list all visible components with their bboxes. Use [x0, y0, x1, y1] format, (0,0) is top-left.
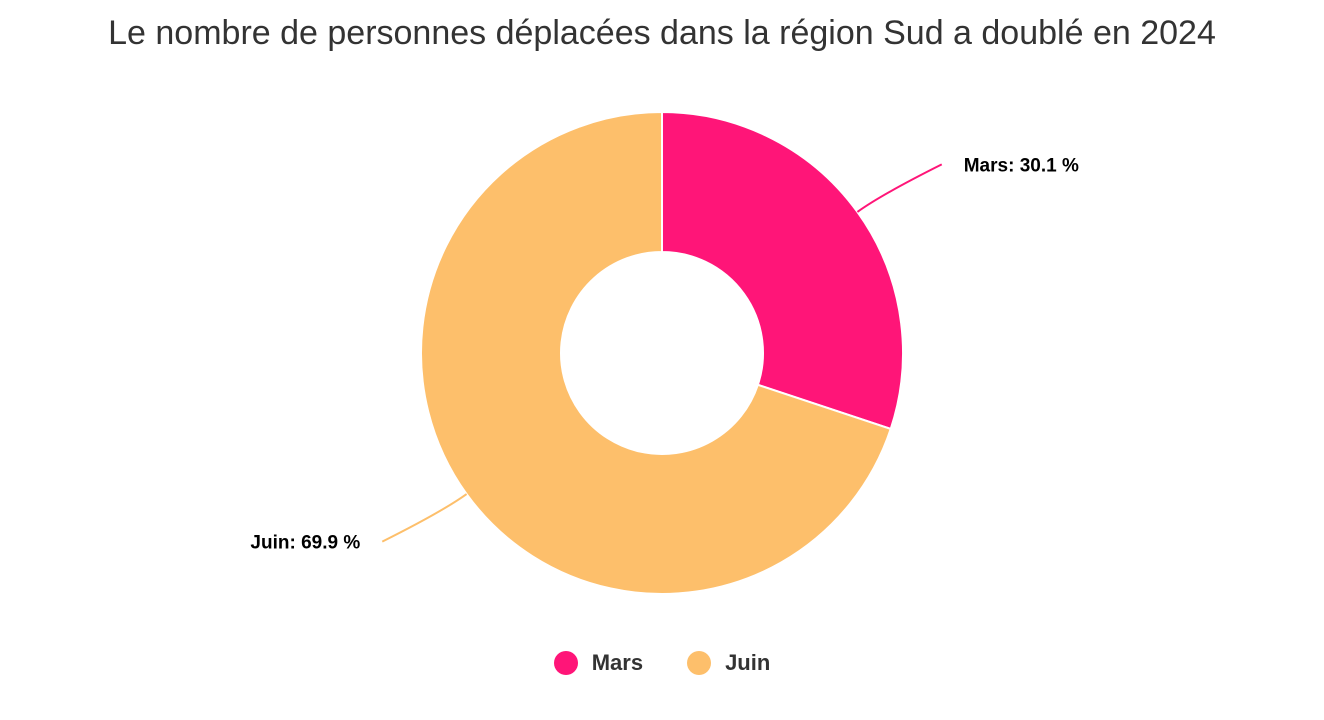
leader-line-juin — [381, 493, 468, 543]
slice-juin[interactable] — [420, 110, 892, 595]
legend-swatch-mars — [553, 651, 578, 675]
data-label-juin: Juin: 69.9 % — [250, 533, 360, 554]
slices-layer — [420, 110, 904, 595]
legend-label-mars: Mars — [591, 650, 644, 675]
slice-mars[interactable] — [661, 110, 904, 431]
legend-item-mars[interactable]: Mars — [553, 650, 644, 676]
legend-item-juin[interactable]: Juin — [687, 650, 770, 676]
leader-lines — [381, 163, 943, 543]
legend-swatch-juin — [687, 651, 712, 675]
leader-line-mars — [856, 163, 943, 213]
chart-title: Le nombre de personnes déplacées dans la… — [108, 14, 1216, 52]
legend-label-juin: Juin — [725, 650, 771, 675]
legend: Mars Juin — [0, 650, 1324, 676]
data-labels: Mars: 30.1 % Juin: 69.9 % — [250, 155, 1079, 553]
data-label-mars: Mars: 30.1 % — [964, 155, 1079, 176]
